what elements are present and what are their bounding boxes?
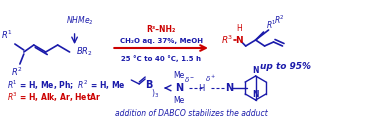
Text: N: N xyxy=(253,66,259,75)
Text: $)_3$: $)_3$ xyxy=(151,88,159,100)
Text: R³–NH₂: R³–NH₂ xyxy=(146,25,176,34)
Text: CH₂O aq. 37%, MeOH: CH₂O aq. 37%, MeOH xyxy=(119,38,203,44)
Text: B: B xyxy=(146,80,153,90)
Text: $\delta^-$: $\delta^-$ xyxy=(184,75,195,84)
Text: N: N xyxy=(253,90,259,99)
Text: 25 °C to 40 °C, 1.5 h: 25 °C to 40 °C, 1.5 h xyxy=(121,55,201,62)
Text: N: N xyxy=(235,36,243,45)
Text: $R^1$ = H, Me, Ph;  $R^2$ = H, Me: $R^1$ = H, Me, Ph; $R^2$ = H, Me xyxy=(7,78,125,92)
Text: Me: Me xyxy=(174,71,184,80)
Text: $R^2$: $R^2$ xyxy=(11,66,23,78)
Text: $R^1$: $R^1$ xyxy=(1,29,13,41)
Text: $R^3$: $R^3$ xyxy=(221,34,233,46)
Text: $R^1$: $R^1$ xyxy=(266,19,276,31)
Text: H: H xyxy=(198,83,204,93)
Text: N: N xyxy=(175,83,183,93)
Text: $R^3$ = H, Alk, Ar, HetAr: $R^3$ = H, Alk, Ar, HetAr xyxy=(7,90,101,104)
Text: $\delta^+$: $\delta^+$ xyxy=(205,74,216,84)
Text: $BR_2$: $BR_2$ xyxy=(76,46,92,58)
Text: N: N xyxy=(225,83,233,93)
Text: Me: Me xyxy=(174,96,184,105)
Text: H: H xyxy=(236,24,242,33)
Text: addition of DABCO stabilizes the adduct: addition of DABCO stabilizes the adduct xyxy=(115,109,267,118)
Text: up to 95%: up to 95% xyxy=(260,62,311,71)
Text: $R^2$: $R^2$ xyxy=(274,14,284,26)
Text: $NHMe_2$: $NHMe_2$ xyxy=(66,15,93,27)
